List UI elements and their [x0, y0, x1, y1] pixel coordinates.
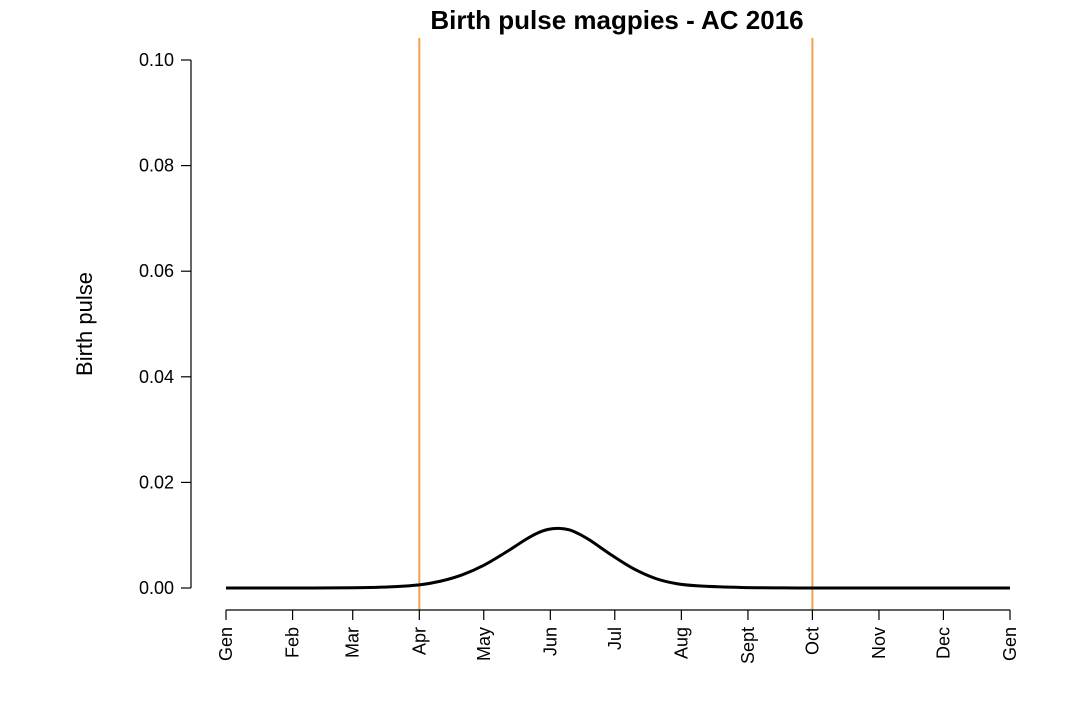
x-tick-label: Oct: [802, 627, 822, 655]
x-axis: Gen Feb Mar Apr May Jun Jul Aug Sept Oct Nov Dec Gen: [216, 609, 1020, 664]
x-tick-label: Feb: [283, 627, 303, 658]
x-tick-label: Dec: [933, 627, 953, 659]
x-tick-label: Mar: [343, 627, 363, 658]
x-tick-label: Sept: [738, 627, 758, 664]
y-tick-label: 0.08: [139, 156, 174, 176]
x-tick-label: Nov: [869, 627, 889, 659]
x-tick-label: Aug: [671, 627, 691, 659]
y-tick-label: 0.04: [139, 367, 174, 387]
x-tick-label: May: [474, 627, 494, 661]
x-tick-label: Apr: [409, 627, 429, 655]
x-tick-label: Gen: [216, 627, 236, 661]
chart-title: Birth pulse magpies - AC 2016: [430, 5, 803, 35]
y-tick-label: 0.02: [139, 472, 174, 492]
series-layer: [225, 526, 1010, 590]
y-tick-label: 0.10: [139, 50, 174, 70]
y-axis: 0.00 0.02 0.04 0.06 0.08 0.10: [139, 50, 192, 598]
birth-pulse-line: [225, 526, 1010, 590]
x-tick-label: Jun: [540, 627, 560, 656]
y-tick-label: 0.00: [139, 578, 174, 598]
y-tick-label: 0.06: [139, 261, 174, 281]
reference-lines: [418, 38, 814, 610]
x-tick-label: Gen: [1000, 627, 1020, 661]
y-axis-label: Birth pulse: [72, 272, 97, 376]
x-tick-label: Jul: [605, 627, 625, 650]
